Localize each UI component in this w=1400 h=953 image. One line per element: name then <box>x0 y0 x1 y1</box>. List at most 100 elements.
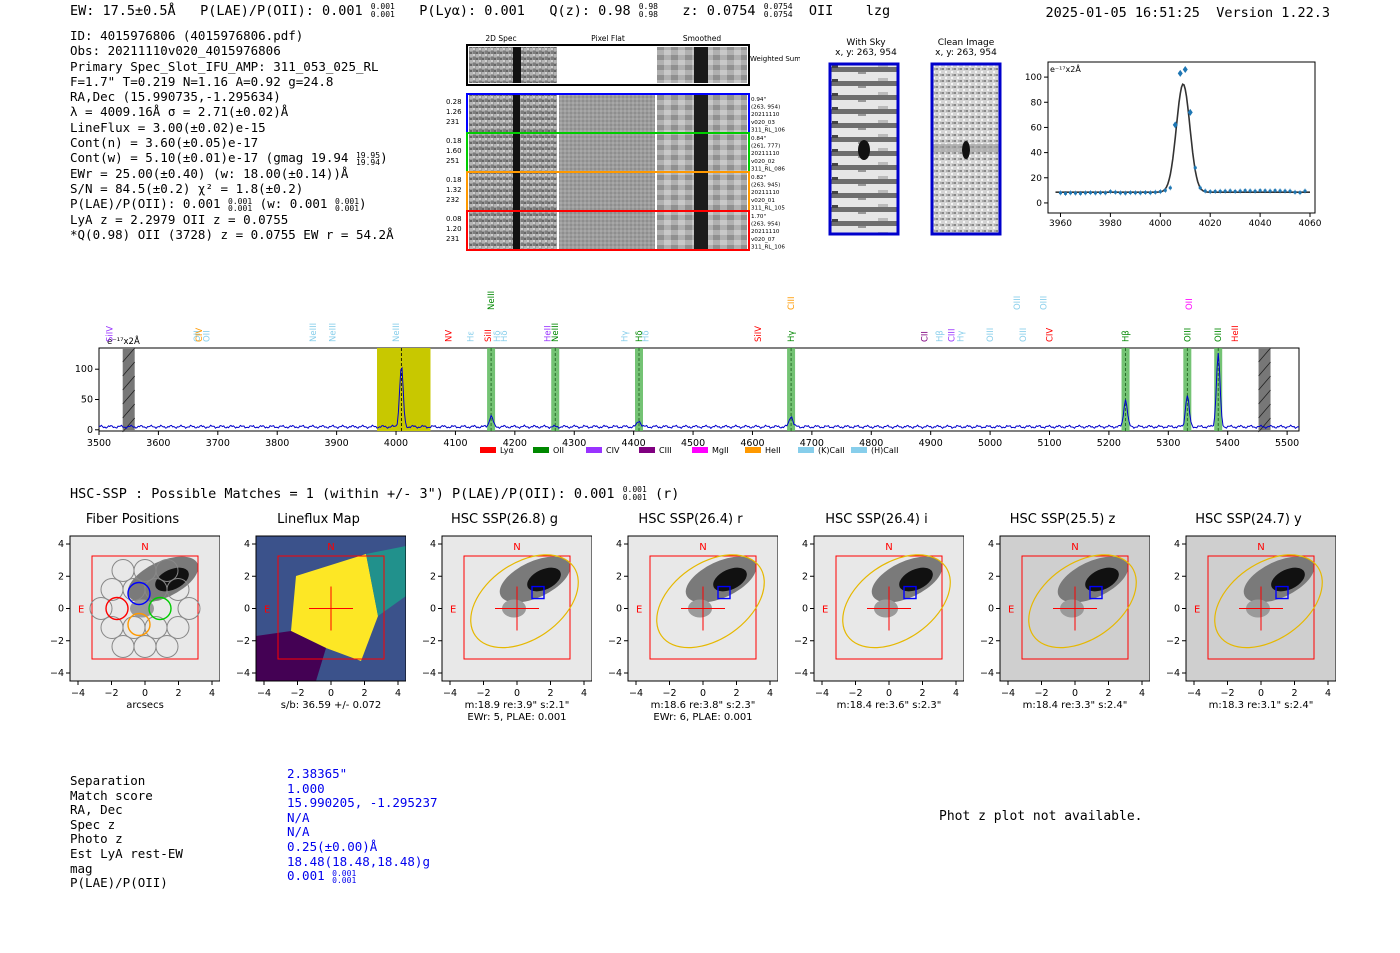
header-plae-err: 0.001 0.001 <box>371 3 395 19</box>
match-label: Est LyA rest-EW <box>70 845 183 861</box>
east-label: E <box>78 605 84 616</box>
spectrum-ytick-label: 0 <box>87 425 93 436</box>
cutout-left-label: 0.18 <box>446 176 462 184</box>
image-panel-caption-2: EWr: 5, PLAE: 0.001 <box>467 712 566 723</box>
weighted-sum-row: Weighted Sum <box>466 44 800 86</box>
spectrum-line-label: OII <box>203 330 213 342</box>
cutout-smoothed-line <box>694 212 708 249</box>
legend-swatch <box>692 447 708 453</box>
image-panels: Fiber Positions N E −4 −2 0 2 4 4 2 0 −2 −4 arcsecs Li… <box>40 510 1360 725</box>
legend-swatch <box>480 447 496 453</box>
hsc-summary: HSC-SSP : Possible Matches = 1 (within +… <box>70 486 679 503</box>
image-panel-title: HSC SSP(26.8) g <box>450 512 559 527</box>
match-plae-lo: 0.001 <box>332 875 357 885</box>
cutout-left-label: 251 <box>446 157 459 165</box>
spectrum-line-label: Hδ <box>500 330 510 342</box>
match-value: N/A <box>287 809 310 825</box>
match-value: 2.38365" <box>287 766 348 781</box>
cutout-right-label: 311_RL_105 <box>751 205 785 211</box>
fiber-circle <box>155 635 179 658</box>
header-z-hi: 0.0754 <box>763 2 793 11</box>
panel-ytick-label: 4 <box>616 539 622 550</box>
north-label: N <box>1257 542 1264 553</box>
header-plae: P(LAE)/P(OII): 0.001 <box>200 3 363 19</box>
panel-ytick-label: 0 <box>616 604 622 615</box>
panel-xtick-label: 2 <box>733 688 739 699</box>
panel-ytick-label: −2 <box>50 636 64 647</box>
spectrum-xtick-label: 4400 <box>622 438 646 449</box>
with-sky-title-block: With Sky x, y: 263, 954 <box>828 38 904 58</box>
match-box <box>1089 585 1103 600</box>
hsc-summary-text: HSC-SSP : Possible Matches = 1 (within +… <box>70 486 615 502</box>
lineflux-low <box>256 631 326 681</box>
cutout-left-label: 0.28 <box>446 98 462 106</box>
panel-ytick-label: −4 <box>1166 668 1180 679</box>
spectrum-ytick-label: 100 <box>75 364 93 375</box>
cutout-left-label: 0.18 <box>446 137 462 145</box>
spectrum-line-label: OIII <box>1019 328 1029 342</box>
header-z-err: 0.0754 0.0754 <box>764 3 793 19</box>
east-label: E <box>264 605 270 616</box>
panel-xtick-label: −4 <box>1187 688 1201 699</box>
cutout-right-label: 311_RL_106 <box>751 127 785 133</box>
panel-xtick-label: 2 <box>1291 688 1297 699</box>
info-plae-row: P(LAE)/P(OII): 0.001 0.001 0.001 (w: 0.00… <box>70 196 367 213</box>
cutout-pixelflat <box>559 134 655 171</box>
image-panel-plot: N E −4 −2 0 2 4 4 2 0 −2 −4 m:18.3 re:3.1" s:2.4" <box>1166 535 1336 711</box>
legend-swatch <box>533 447 549 453</box>
panel-ytick-label: 0 <box>58 604 64 615</box>
legend-label: OII <box>553 446 564 455</box>
header-qz-lo: 0.98 <box>638 10 658 19</box>
spectrum-line <box>98 353 1300 430</box>
col-title-smoothed: Smoothed <box>683 34 722 43</box>
spectrum-line-label: NV <box>444 330 454 342</box>
info-contw-row: Cont(w) = 5.10(±0.01)e-17 (gmag 19.94 19… <box>70 150 388 167</box>
info-obs: Obs: 20211110v020_4015976806 <box>70 43 281 59</box>
panel-ytick-label: −4 <box>794 668 808 679</box>
cutout-right-label: (261, 777) <box>751 144 780 150</box>
spectrum-xtick-label: 5300 <box>1156 438 1180 449</box>
spectrum-xtick-label: 3700 <box>206 438 230 449</box>
image-panel-plot: N E −4 −2 0 2 4 4 2 0 −2 −4 m:18.6 re:3.8" s:2.3"EWr… <box>608 535 778 723</box>
spectrum-mask-hatch <box>1258 403 1271 419</box>
cutout-frame <box>466 210 750 251</box>
spectrum-line-label: OIII <box>1214 328 1224 342</box>
panel-xtick-label: 0 <box>1258 688 1264 699</box>
panel-ytick-label: 0 <box>430 604 436 615</box>
spectrum-ylabel: e⁻¹⁷x2Å <box>107 335 140 347</box>
spectrum-line-label: OIII <box>986 328 996 342</box>
match-values: 2.38365" 1.000 15.990205, -1.295237 N/A … <box>287 766 438 885</box>
match-value: N/A <box>287 824 310 840</box>
panel-ytick-label: −2 <box>608 636 622 647</box>
spectrum-xtick-label: 4500 <box>681 438 705 449</box>
panel-ytick-label: 2 <box>430 571 436 582</box>
north-label: N <box>513 542 520 553</box>
cutout-right-label: (263, 954) <box>751 222 780 228</box>
header-ew: EW: 17.5±0.5Å <box>70 3 176 19</box>
image-panel: HSC SSP(26.4) r N E −4 −2 0 2 4 4 2 0 −2 −4 m:18.6 re… <box>598 510 778 725</box>
match-label: Match score <box>70 787 153 803</box>
spectrum-mask-hatch <box>122 347 136 363</box>
match-label: Separation <box>70 773 146 788</box>
info-contw: Cont(w) = 5.10(±0.01)e-17 (gmag 19.94 <box>70 150 349 166</box>
spectrum-xtick-label: 5100 <box>1037 438 1061 449</box>
match-label: P(LAE)/P(OII) <box>70 875 168 891</box>
photz-message: Phot z plot not available. <box>939 809 1143 824</box>
image-panel-caption: m:18.4 re:3.3" s:2.4" <box>1023 700 1128 711</box>
panel-xtick-label: 4 <box>209 688 215 699</box>
cutout-right-label: 20211110 <box>751 229 780 235</box>
detection-info: ID: 4015976806 (4015976806.pdf) Obs: 202… <box>70 28 394 243</box>
cutout-row: 0.18 1.60 251 0.84" (261, 777)20211110 v020_0… <box>446 132 785 173</box>
spectrum-xtick-label: 3900 <box>325 438 349 449</box>
header-z: z: 0.0754 <box>682 3 756 19</box>
cutout-row: 0.28 1.26 231 0.94" (263, 954)20211110 v020_0… <box>446 93 785 134</box>
image-panel-title: Lineflux Map <box>277 512 360 527</box>
info-lambda: λ = 4009.16Å σ = 2.71(±0.02)Å <box>70 104 289 120</box>
north-label: N <box>327 542 334 553</box>
cutout-left-label: 0.08 <box>446 215 462 223</box>
cutout-pixelflat <box>559 95 655 132</box>
sky-images <box>828 62 1002 236</box>
spectrum-mask-hatch <box>122 375 136 391</box>
spectrum-mask-hatch <box>1258 417 1271 433</box>
panel-xtick-label: 4 <box>395 688 401 699</box>
